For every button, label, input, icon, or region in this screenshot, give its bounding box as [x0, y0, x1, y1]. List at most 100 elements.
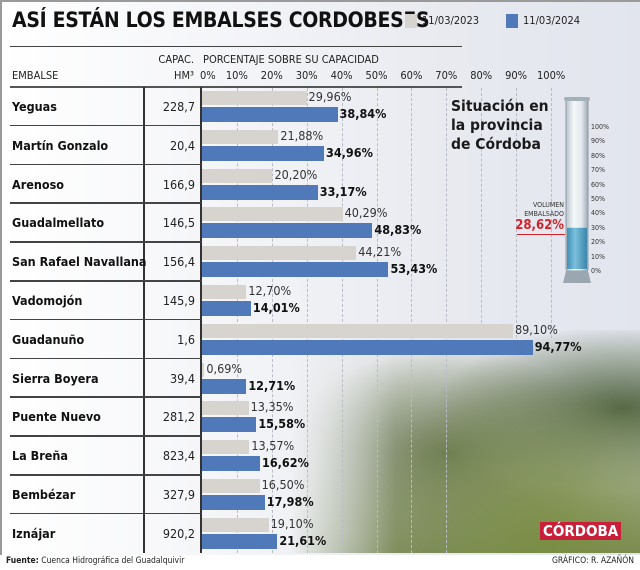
volume-label-line2: EMBALSADO — [524, 210, 564, 218]
value-label-2024: 48,83% — [374, 222, 422, 238]
reservoir-capacity: 156,4 — [162, 254, 195, 270]
value-label-2023: 20,20% — [274, 166, 318, 182]
value-label-2023: 21,88% — [280, 127, 324, 143]
cylinder-scale-label: 70% — [591, 166, 605, 175]
value-label-2023: 29,96% — [308, 89, 352, 104]
reservoir-name: San Rafael Navallana — [12, 254, 147, 270]
row-divider — [10, 512, 201, 515]
bar-2023 — [202, 517, 269, 532]
x-tick-label: 70% — [435, 69, 458, 82]
row-divider — [10, 163, 201, 166]
row-divider — [10, 202, 201, 204]
value-label-2024: 34,96% — [326, 144, 373, 160]
value-label-2023: 16,50% — [261, 477, 305, 492]
bar-2024 — [202, 533, 278, 549]
header-porcentaje: PORCENTAJE SOBRE SU CAPACIDAD — [203, 53, 379, 66]
bar-2023 — [202, 91, 307, 105]
bar-2024 — [202, 456, 260, 472]
gridline — [376, 88, 378, 553]
bar-2023 — [202, 207, 343, 222]
bar-2023 — [202, 129, 279, 144]
row-divider — [10, 280, 201, 282]
x-tick-label: 40% — [330, 69, 353, 82]
bar-2024 — [202, 301, 251, 316]
province-title: Situación en la provincia de Córdoba — [451, 97, 549, 154]
bar-2023 — [202, 323, 513, 338]
value-label-2024: 21,61% — [279, 532, 327, 548]
x-tick-label: 30% — [295, 69, 318, 82]
gridline — [271, 88, 273, 553]
cylinder-scale-label: 50% — [591, 195, 605, 203]
reservoir-name: Guadalmellato — [12, 215, 105, 231]
reservoir-name: Arenoso — [12, 176, 65, 192]
bar-2023 — [202, 440, 250, 455]
reservoir-capacity: 1,6 — [177, 331, 195, 347]
reservoir-name: Sierra Boyera — [12, 370, 99, 386]
value-label-2023: 0,69% — [206, 360, 243, 376]
reservoir-capacity: 39,4 — [169, 370, 195, 386]
gridline — [306, 88, 308, 553]
cylinder-scale-label: 90% — [591, 137, 605, 146]
graphic-credit: GRÁFICO: R. AZAÑÓN — [551, 556, 634, 566]
bar-2023 — [202, 246, 357, 261]
cylinder-scale-label: 60% — [591, 180, 605, 189]
gridline — [551, 88, 552, 338]
cylinder-scale-label: 30% — [591, 223, 605, 232]
x-tick-label: 20% — [260, 69, 283, 82]
gridline — [236, 88, 238, 553]
legend-swatch-2023 — [405, 14, 417, 28]
header-capac: CAPAC. — [158, 53, 194, 66]
reservoir-capacity: 281,2 — [162, 409, 195, 425]
reservoir-capacity: 823,4 — [162, 448, 195, 464]
bar-2024 — [202, 107, 338, 122]
bar-2024 — [202, 184, 318, 200]
bar-2023 — [202, 401, 249, 416]
reservoir-name: Iznájar — [12, 525, 56, 541]
value-label-2024: 14,01% — [252, 300, 300, 315]
cylinder-water-level — [567, 227, 587, 269]
value-label-2023: 13,35% — [250, 399, 294, 415]
value-label-2023: 12,70% — [248, 283, 292, 298]
bar-2023 — [202, 285, 247, 299]
x-tick-label: 0% — [200, 69, 216, 82]
legend-label-2023: 11/03/2023 — [422, 14, 480, 27]
volume-label-line1: VOLUMEN — [532, 201, 564, 209]
value-label-2023: 89,10% — [514, 321, 558, 337]
value-label-2024: 16,62% — [262, 455, 309, 471]
source-note: Fuente: Cuenca Hidrográfica del Guadalqu… — [6, 556, 184, 566]
x-tick-label: 90% — [505, 69, 528, 82]
bar-2024 — [202, 145, 324, 161]
header-hm3: HM³ — [174, 69, 194, 82]
source-label: Fuente: — [6, 556, 39, 566]
cylinder-scale-label: 40% — [591, 209, 605, 218]
gridline — [516, 88, 518, 338]
value-label-2023: 40,29% — [344, 205, 388, 221]
value-label-2024: 94,77% — [534, 338, 582, 354]
value-label-2024: 15,58% — [258, 416, 306, 432]
x-tick-label: 100% — [537, 69, 566, 82]
province-title-line2: la provincia — [451, 116, 543, 134]
bar-2023 — [202, 479, 260, 493]
row-divider — [10, 435, 201, 437]
chart-title: ASÍ ESTÁN LOS EMBALSES CORDOBESES — [12, 8, 430, 32]
gridline — [411, 88, 413, 553]
province-title-line3: de Córdoba — [451, 135, 541, 153]
reservoir-name: Bembézar — [12, 487, 76, 502]
legend-label-2024: 11/03/2024 — [523, 14, 581, 27]
brand-logo: CÓRDOBA — [540, 522, 622, 540]
reservoir-name: Puente Nuevo — [12, 409, 101, 425]
bar-2024 — [202, 495, 265, 510]
row-divider — [10, 396, 201, 398]
reservoir-name: Yeguas — [12, 99, 57, 114]
cylinder-scale-label: 0% — [591, 267, 601, 275]
value-label-2024: 33,17% — [319, 183, 367, 199]
reservoir-capacity: 228,7 — [162, 99, 195, 114]
reservoir-capacity: 327,9 — [162, 487, 195, 502]
header-embalse: EMBALSE — [12, 69, 59, 82]
value-label-2023: 19,10% — [270, 515, 314, 531]
reservoir-capacity: 145,9 — [162, 293, 195, 308]
x-tick-label: 50% — [365, 69, 388, 82]
volume-indicator-line — [517, 234, 565, 235]
graduated-cylinder-icon — [563, 97, 591, 283]
